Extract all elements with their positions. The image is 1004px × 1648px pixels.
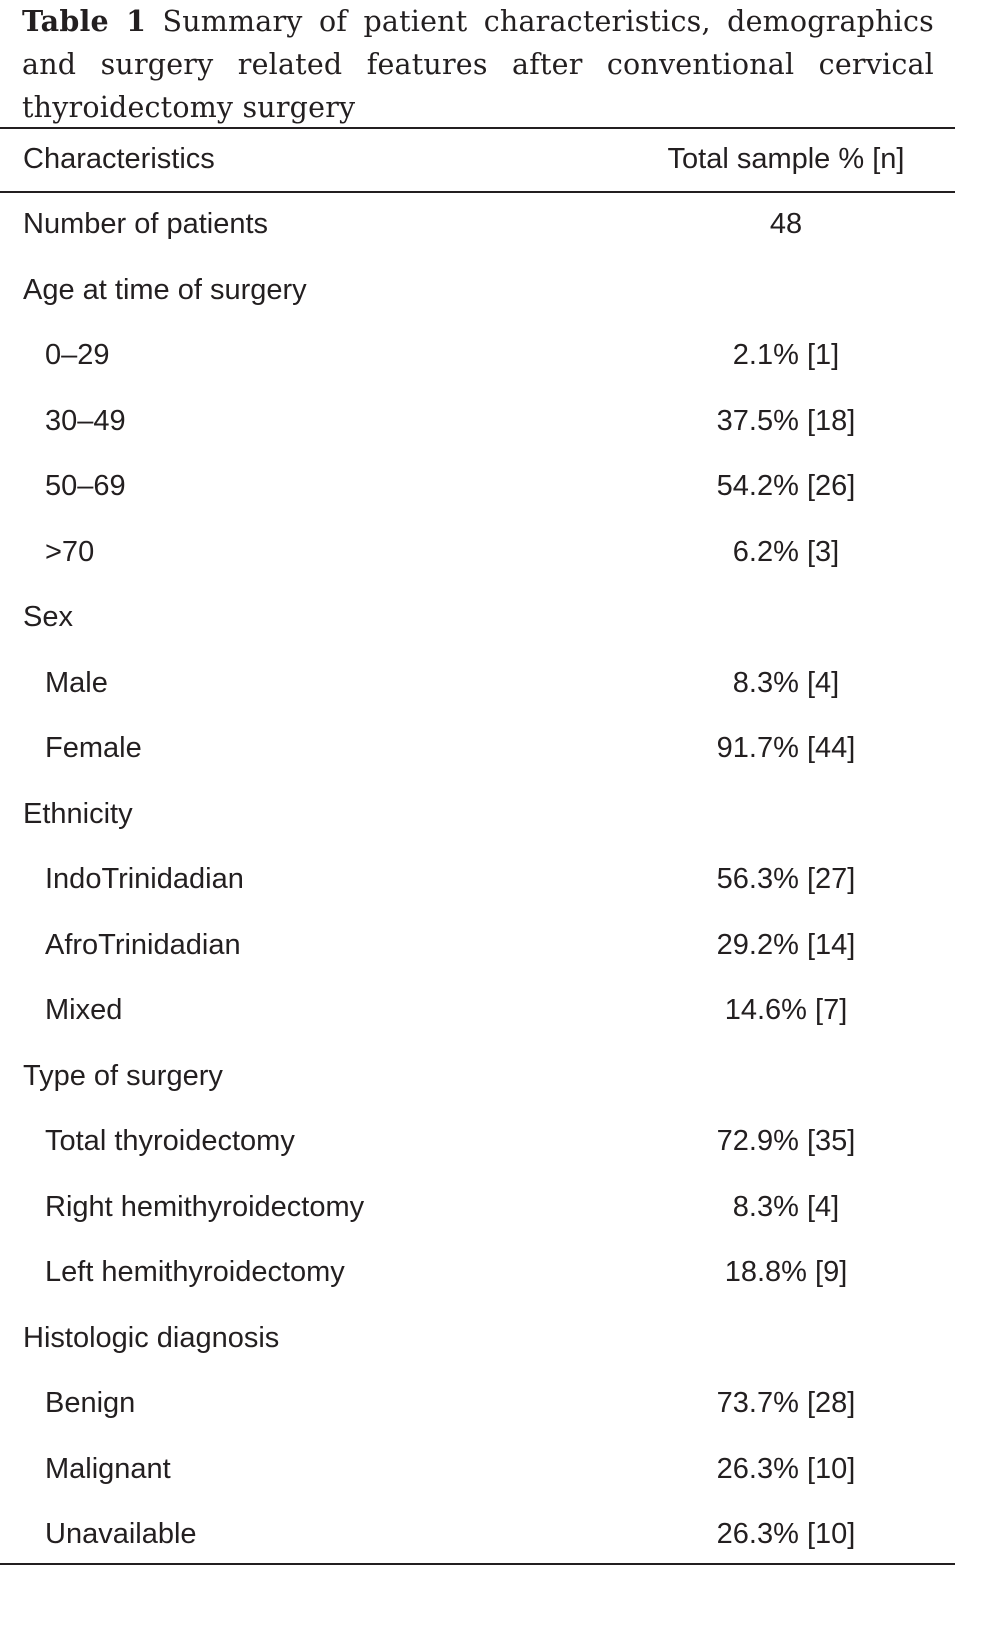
row-label: Male (45, 666, 108, 699)
table-header-row: Characteristics Total sample % [n] (0, 129, 955, 191)
table-row: Left hemithyroidectomy 18.8% [9] (0, 1242, 955, 1308)
table-row: Total thyroidectomy 72.9% [35] (0, 1111, 955, 1177)
table-row: AfroTrinidadian 29.2% [14] (0, 915, 955, 981)
row-value: 29.2% [14] (716, 928, 856, 961)
row-value: 18.8% [9] (724, 1256, 848, 1288)
table-row: Right hemithyroidectomy 8.3% [4] (0, 1177, 955, 1243)
table-section-row: Sex (0, 587, 955, 653)
table-section-row: Number of patients 48 (0, 194, 955, 260)
table-section-row: Histologic diagnosis (0, 1308, 955, 1374)
row-label: Histologic diagnosis (23, 1321, 280, 1354)
table-row: Malignant 26.3% [10] (0, 1439, 955, 1505)
table-row: 30–49 37.5% [18] (0, 391, 955, 457)
table-row: 0–29 2.1% [1] (0, 325, 955, 391)
row-value: 91.7% [44] (716, 732, 856, 764)
table-caption: Table 1 Summary of patient characteristi… (22, 0, 934, 129)
row-value: 37.5% [18] (716, 404, 856, 437)
table-row: IndoTrinidadian 56.3% [27] (0, 849, 955, 915)
header-total-sample: Total sample % [n] (667, 143, 905, 175)
table-caption-text: Summary of patient characteristics, demo… (22, 5, 934, 124)
row-value: 26.3% [10] (716, 1452, 856, 1485)
row-label: Number of patients (23, 208, 269, 240)
row-value: 73.7% [28] (716, 1387, 856, 1419)
row-label: 30–49 (45, 404, 126, 437)
row-value: 8.3% [4] (732, 1190, 840, 1223)
row-label: 0–29 (45, 339, 110, 371)
table-row: >70 6.2% [3] (0, 522, 955, 588)
row-label: Type of surgery (23, 1059, 223, 1092)
row-value: 2.1% [1] (732, 339, 840, 371)
row-label: Right hemithyroidectomy (45, 1190, 365, 1223)
row-value: 6.2% [3] (732, 535, 840, 568)
row-label: 50–69 (45, 470, 126, 502)
row-label: AfroTrinidadian (45, 928, 241, 961)
row-label: IndoTrinidadian (45, 863, 244, 895)
table-row: Unavailable 26.3% [10] (0, 1504, 955, 1570)
table-row: Mixed 14.6% [7] (0, 980, 955, 1046)
row-label: Mixed (45, 994, 123, 1026)
row-value: 56.3% [27] (716, 863, 856, 895)
row-label: Sex (23, 601, 73, 633)
row-label: >70 (45, 535, 95, 568)
table-row: Female 91.7% [44] (0, 718, 955, 784)
table-top-rule (0, 127, 955, 129)
table-row: 50–69 54.2% [26] (0, 456, 955, 522)
row-value: 48 (769, 208, 803, 240)
header-characteristics: Characteristics (23, 143, 215, 175)
table-section-row: Age at time of surgery (0, 260, 955, 326)
row-label: Total thyroidectomy (45, 1125, 295, 1157)
row-label: Ethnicity (23, 797, 133, 830)
table-section-row: Type of surgery (0, 1046, 955, 1112)
row-value: 14.6% [7] (724, 994, 848, 1026)
row-value: 54.2% [26] (716, 470, 856, 502)
row-label: Age at time of surgery (23, 273, 307, 306)
row-label: Malignant (45, 1452, 171, 1485)
row-label: Unavailable (45, 1518, 197, 1550)
table-row: Benign 73.7% [28] (0, 1373, 955, 1439)
table-label: Table 1 (22, 4, 147, 38)
row-label: Benign (45, 1387, 136, 1419)
table-row: Male 8.3% [4] (0, 653, 955, 719)
row-value: 26.3% [10] (716, 1518, 856, 1550)
row-value: 8.3% [4] (732, 666, 840, 699)
row-value: 72.9% [35] (716, 1125, 856, 1157)
table-bottom-rule (0, 1563, 955, 1565)
row-label: Female (45, 732, 142, 764)
table-section-row: Ethnicity (0, 784, 955, 850)
table-header-rule (0, 191, 955, 193)
row-label: Left hemithyroidectomy (45, 1256, 345, 1288)
